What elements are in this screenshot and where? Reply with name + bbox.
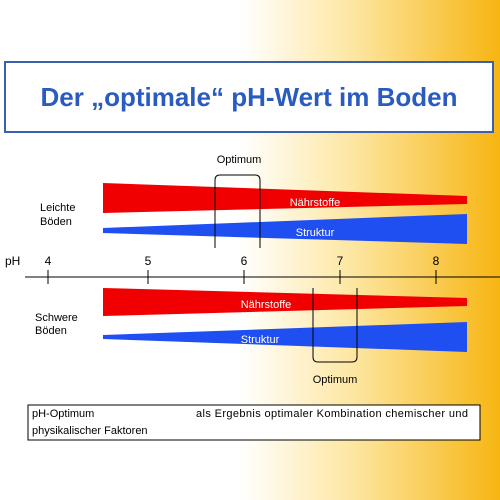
group-label: Böden (35, 325, 67, 337)
wedge-red (103, 183, 467, 213)
wedge-red (103, 288, 467, 316)
axis-label: pH (5, 254, 20, 268)
bar-label: Struktur (241, 334, 280, 346)
wedge-blue (103, 214, 467, 244)
tick-label: 7 (337, 254, 344, 268)
footer-text: als Ergebnis optimaler Kombination chemi… (196, 408, 468, 420)
ticks: 4 5 6 7 8 (45, 254, 440, 284)
bracket (312, 288, 358, 363)
title-box (4, 61, 494, 133)
title: Der „optimale“ pH-Wert im Boden (40, 82, 457, 112)
optimum-label: Optimum (313, 374, 358, 386)
footer-box (27, 404, 481, 441)
footer-lead: pH-Optimum (32, 408, 94, 420)
wedge-blue (103, 322, 467, 352)
group-label: Böden (40, 216, 72, 228)
bracket (214, 174, 261, 248)
tick-label: 5 (145, 254, 152, 268)
footer-text: physikalischer Faktoren (32, 425, 148, 437)
tick-label: 8 (433, 254, 440, 268)
optimum-label: Optimum (217, 154, 262, 166)
bar-label: Nährstoffe (241, 299, 292, 311)
group-label: Leichte (40, 202, 75, 214)
bar-label: Nährstoffe (290, 197, 341, 209)
tick-label: 6 (241, 254, 248, 268)
group-label: Schwere (35, 312, 78, 324)
tick-label: 4 (45, 254, 52, 268)
bar-label: Struktur (296, 227, 335, 239)
